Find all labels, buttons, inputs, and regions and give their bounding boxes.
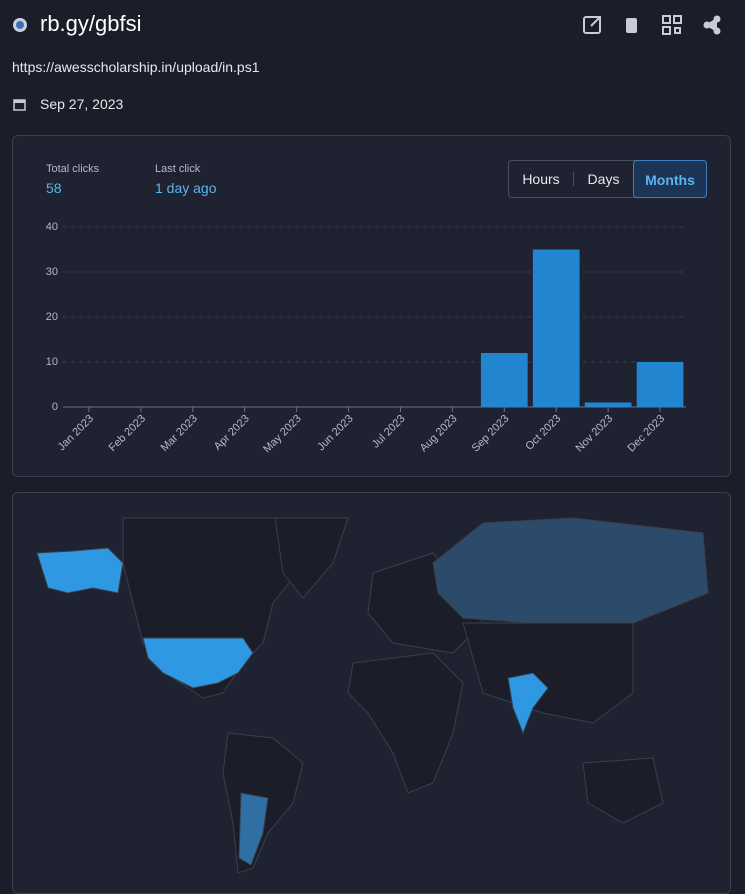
- toggle-button[interactable]: Hours: [522, 171, 560, 187]
- x-tick-label: Sep 2023: [470, 413, 512, 455]
- y-tick-label: 20: [46, 311, 58, 323]
- bar: [636, 362, 684, 407]
- x-tick-label: Jun 2023: [315, 413, 355, 453]
- title: rb.gy/gbfsi: [40, 11, 142, 36]
- x-tick-label: Oct 2023: [523, 413, 563, 453]
- y-tick-label: 40: [46, 221, 58, 233]
- map-card: [12, 492, 731, 894]
- toggle-button[interactable]: Days: [587, 171, 620, 187]
- actions: [583, 15, 721, 35]
- open-icon[interactable]: [583, 16, 601, 34]
- x-tick-label: Jan 2023: [56, 413, 96, 453]
- date: Sep 27, 2023: [40, 96, 124, 112]
- chart: 0 10 20 30 40 Jan 2023 Feb 2023 Mar 2023 Apr 202…: [46, 221, 686, 456]
- x-tick-label: Apr 2023: [212, 413, 252, 453]
- range-toggle: Hours Days Months: [508, 160, 707, 198]
- x-tick-label: Feb 2023: [107, 413, 148, 454]
- share-icon[interactable]: [703, 15, 721, 35]
- toggle-button-active[interactable]: Months: [633, 160, 707, 198]
- stat-value: 1 day ago: [155, 180, 217, 196]
- copy-icon[interactable]: [626, 18, 637, 33]
- qr-icon[interactable]: [662, 15, 682, 35]
- stat-label: Total clicks: [46, 163, 100, 175]
- bar: [584, 402, 632, 407]
- y-tick-label: 0: [52, 401, 58, 413]
- chart-card: Total clicks 58 Last click 1 day ago Hou…: [12, 135, 731, 477]
- x-tick-label: May 2023: [261, 413, 304, 456]
- stat-value: 58: [46, 180, 62, 196]
- calendar-icon: [13, 99, 26, 111]
- bar: [532, 249, 580, 407]
- x-tick-label: Mar 2023: [159, 413, 200, 454]
- url: https://awesscholarship.in/upload/in.ps1: [12, 59, 260, 75]
- x-tick-label: Dec 2023: [625, 413, 667, 455]
- bar: [480, 353, 528, 407]
- stat-label: Last click: [155, 163, 201, 175]
- x-tick-label: Jul 2023: [370, 413, 408, 451]
- y-tick-label: 30: [46, 266, 58, 278]
- world-map: [36, 517, 709, 874]
- x-tick-label: Aug 2023: [418, 413, 460, 455]
- x-tick-label: Nov 2023: [574, 413, 616, 455]
- y-tick-label: 10: [46, 356, 58, 368]
- globe-icon: [13, 18, 27, 32]
